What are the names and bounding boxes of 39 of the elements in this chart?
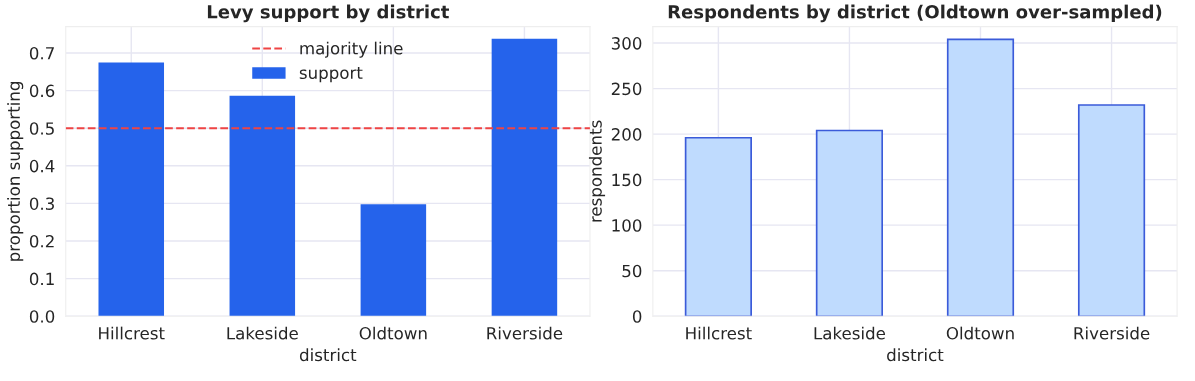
y-tick-label: 150: [612, 173, 642, 187]
y-tick-label: 0.4: [29, 159, 55, 173]
x-tick-label: Lakeside: [227, 326, 298, 340]
legend-label: support: [299, 67, 363, 83]
y-tick-label: 250: [611, 82, 642, 96]
y-tick-label: 0.5: [29, 122, 54, 135]
bar: [491, 38, 558, 317]
y-tick-label: 0.2: [29, 234, 54, 248]
y-tick-label: 0.1: [29, 272, 54, 286]
x-tick-label: Riverside: [1074, 326, 1150, 340]
bar: [229, 95, 296, 317]
y-axis-title: proportion supporting: [7, 82, 24, 261]
y-tick-label: 0.6: [29, 84, 55, 98]
bar: [946, 38, 1015, 317]
bar: [815, 129, 884, 317]
x-tick-label: Oldtown: [946, 326, 1014, 340]
x-tick-label: Hillcrest: [686, 326, 752, 340]
bar: [98, 62, 165, 317]
y-tick-label: 50: [622, 264, 642, 278]
chart-title: Respondents by district (Oldtown over-sampled): [668, 4, 1162, 23]
y-tick-label: 200: [611, 128, 642, 141]
y-tick-label: 0.7: [29, 46, 54, 60]
x-tick-label: Hillcrest: [99, 326, 165, 340]
y-axis-title: respondents: [588, 120, 606, 222]
y-tick-label: 0.0: [29, 310, 55, 323]
bar: [1077, 104, 1146, 317]
y-tick-label: 0: [632, 310, 642, 323]
y-tick-label: 0.3: [29, 197, 54, 210]
y-tick-label: 100: [612, 219, 642, 232]
chart-title: Levy support by district: [207, 4, 449, 23]
bar: [684, 136, 752, 317]
x-tick-label: Riverside: [487, 326, 563, 340]
x-axis-title: district: [299, 348, 357, 362]
bar: [360, 204, 427, 317]
x-tick-label: Lakeside: [814, 326, 886, 340]
x-tick-label: Oldtown: [359, 326, 427, 340]
y-tick-label: 300: [611, 37, 642, 50]
x-axis-title: district: [887, 348, 944, 362]
legend-label: majority line: [300, 41, 403, 58]
